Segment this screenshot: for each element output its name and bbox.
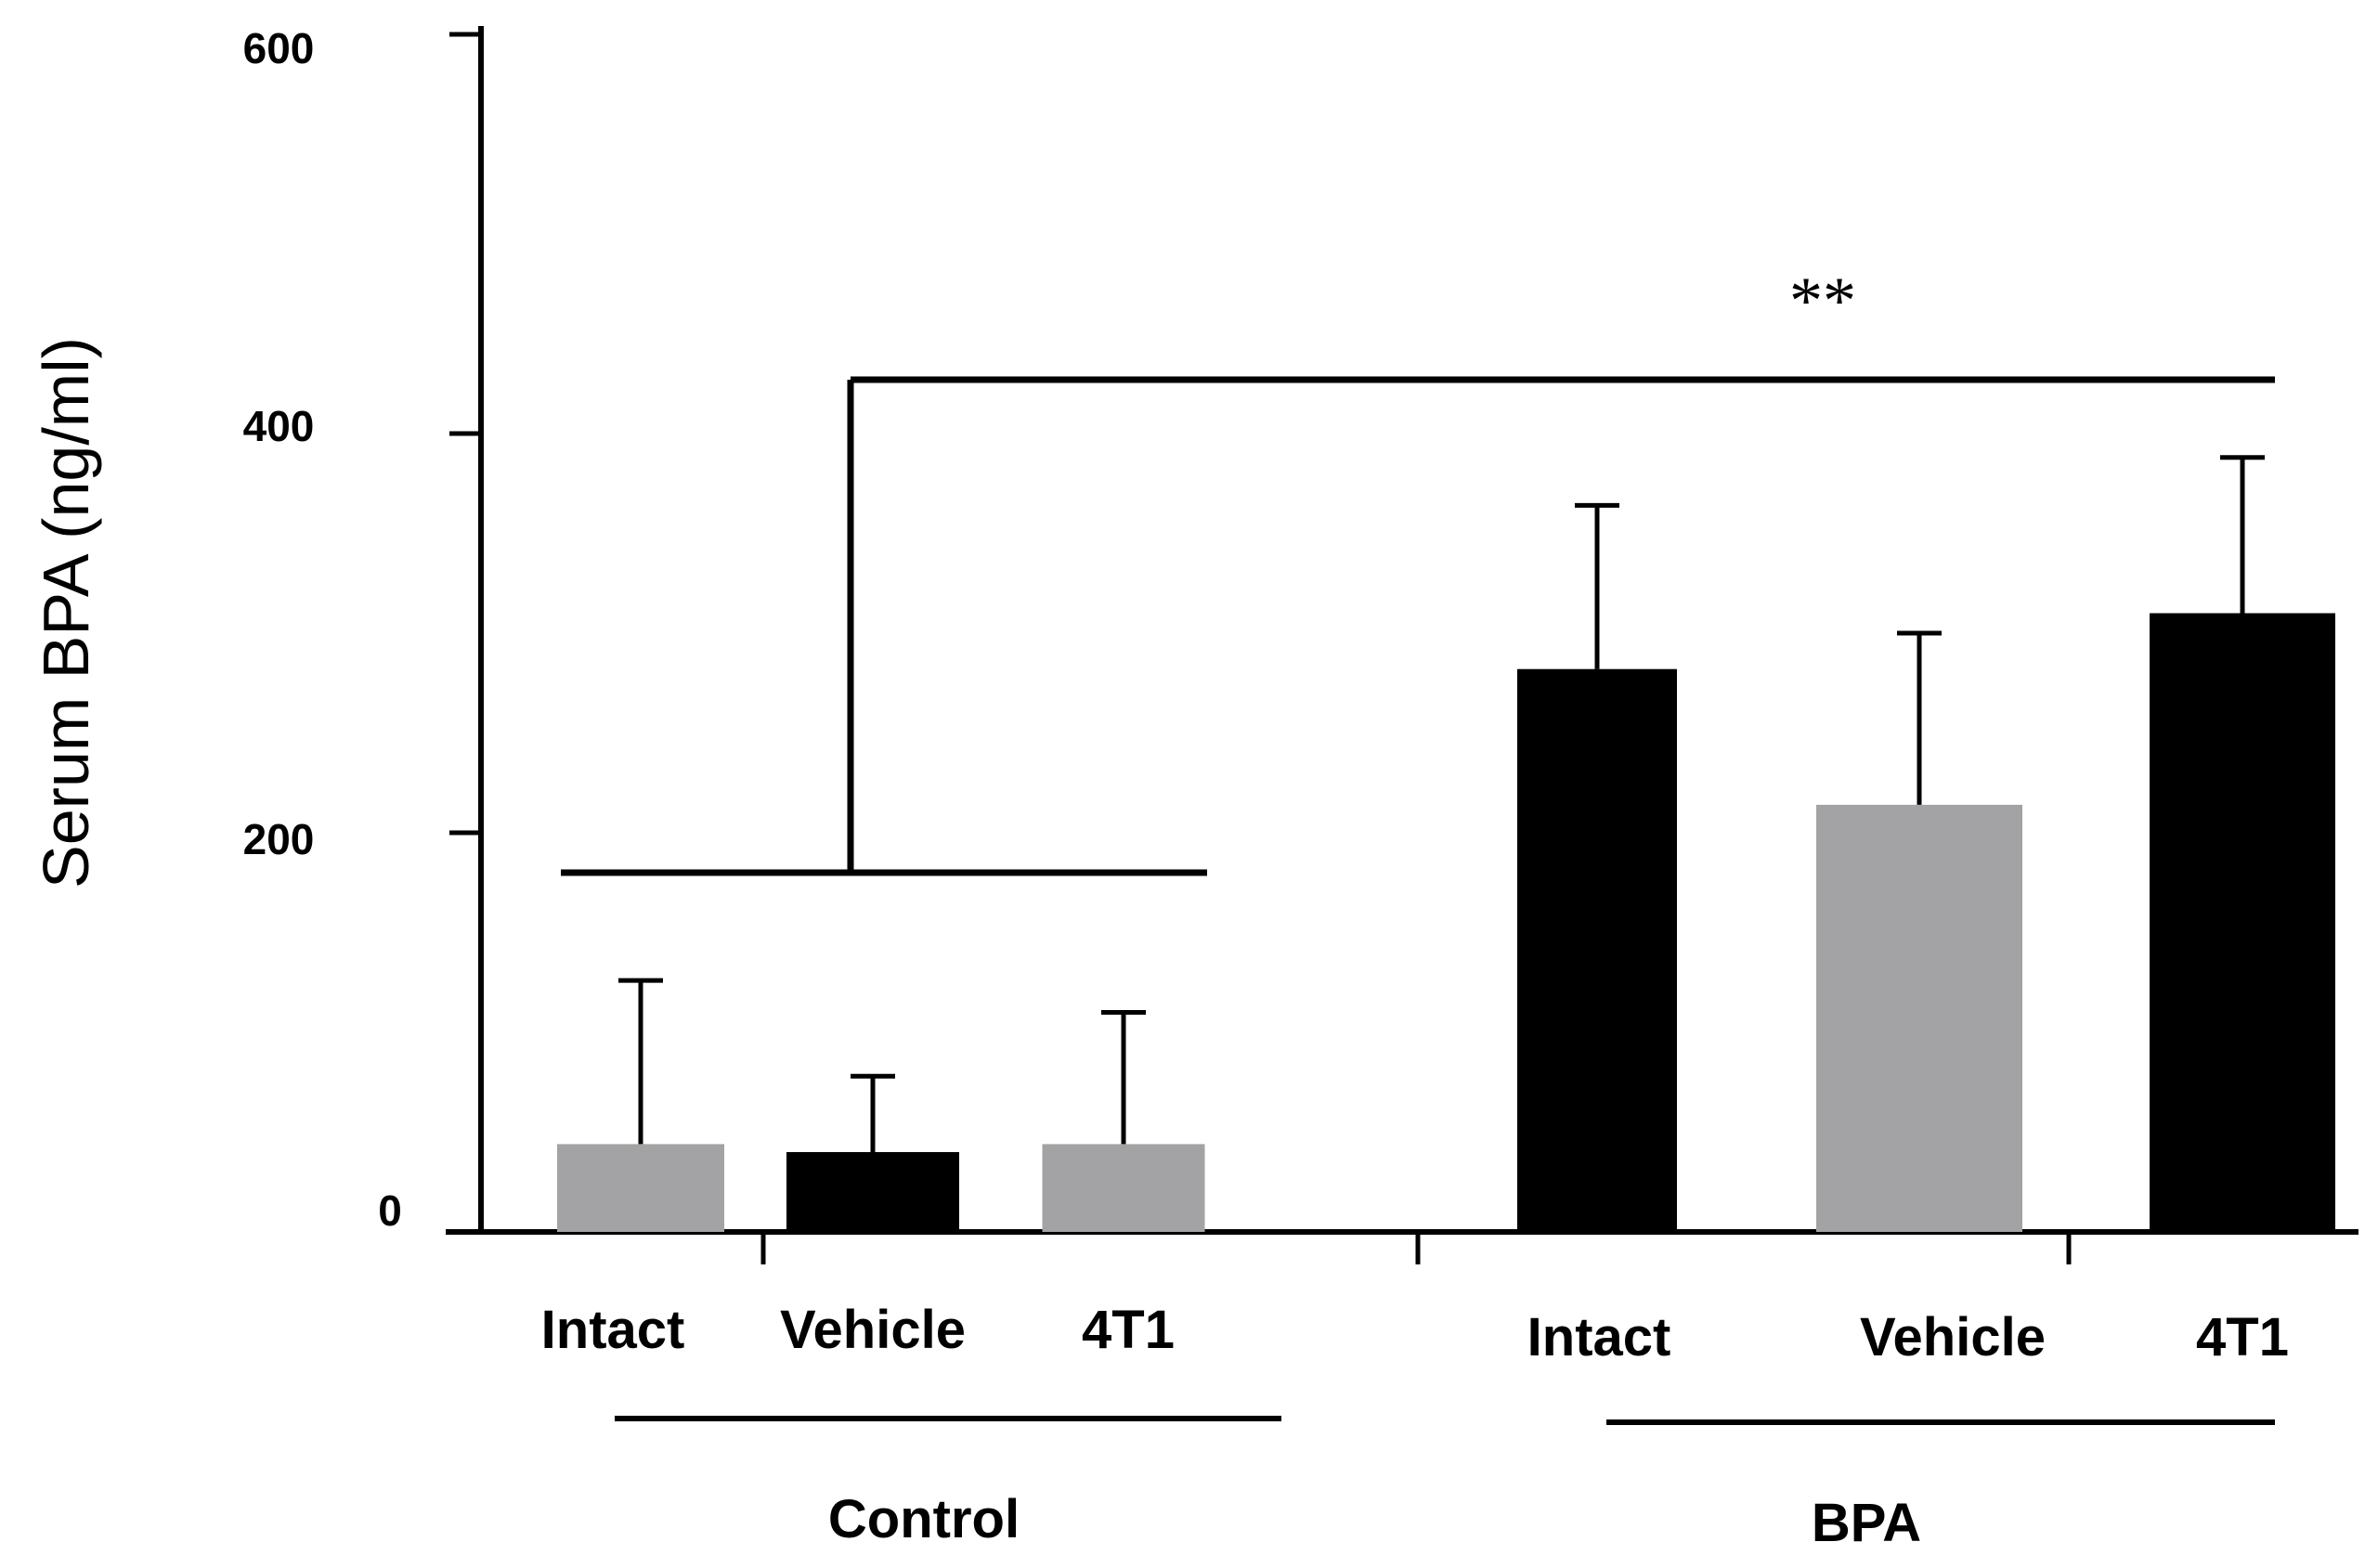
bars: [557, 613, 2335, 1232]
category-label-control-4t1: 4T1: [1082, 1300, 1175, 1360]
y-tick-label-400: 400: [243, 402, 315, 450]
bar-bpa-4t1: [2150, 613, 2335, 1232]
axes: [446, 26, 2359, 1235]
bar-bpa-intact: [1517, 668, 1677, 1232]
bar-bpa-vehicle: [1816, 804, 2022, 1232]
category-labels: Intact Vehicle 4T1 Intact Vehicle 4T1: [541, 1300, 2289, 1367]
y-ticks: 0 200 400 600: [243, 24, 481, 1235]
category-label-bpa-vehicle: Vehicle: [1860, 1307, 2046, 1367]
y-tick-label-0: 0: [378, 1186, 402, 1235]
category-label-bpa-4t1: 4T1: [2196, 1307, 2289, 1367]
group-label-control: Control: [828, 1489, 1020, 1549]
y-tick-label-600: 600: [243, 24, 315, 72]
y-tick-label-200: 200: [243, 815, 315, 863]
x-group-ticks: [760, 1232, 2072, 1264]
error-bars: [618, 455, 2265, 1152]
y-axis-label: Serum BPA (ng/ml): [30, 337, 102, 888]
significance-bracket: **: [561, 264, 2275, 876]
significance-label: **: [1789, 264, 1856, 338]
bar-control-4t1: [1042, 1144, 1205, 1232]
bar-control-vehicle: [786, 1152, 959, 1232]
category-label-control-vehicle: Vehicle: [780, 1300, 966, 1360]
bar-control-intact: [557, 1144, 724, 1232]
category-label-control-intact: Intact: [541, 1300, 685, 1360]
category-label-bpa-intact: Intact: [1527, 1307, 1671, 1367]
group-label-bpa: BPA: [1812, 1493, 1921, 1553]
group-labels: Control BPA: [615, 1416, 2275, 1553]
